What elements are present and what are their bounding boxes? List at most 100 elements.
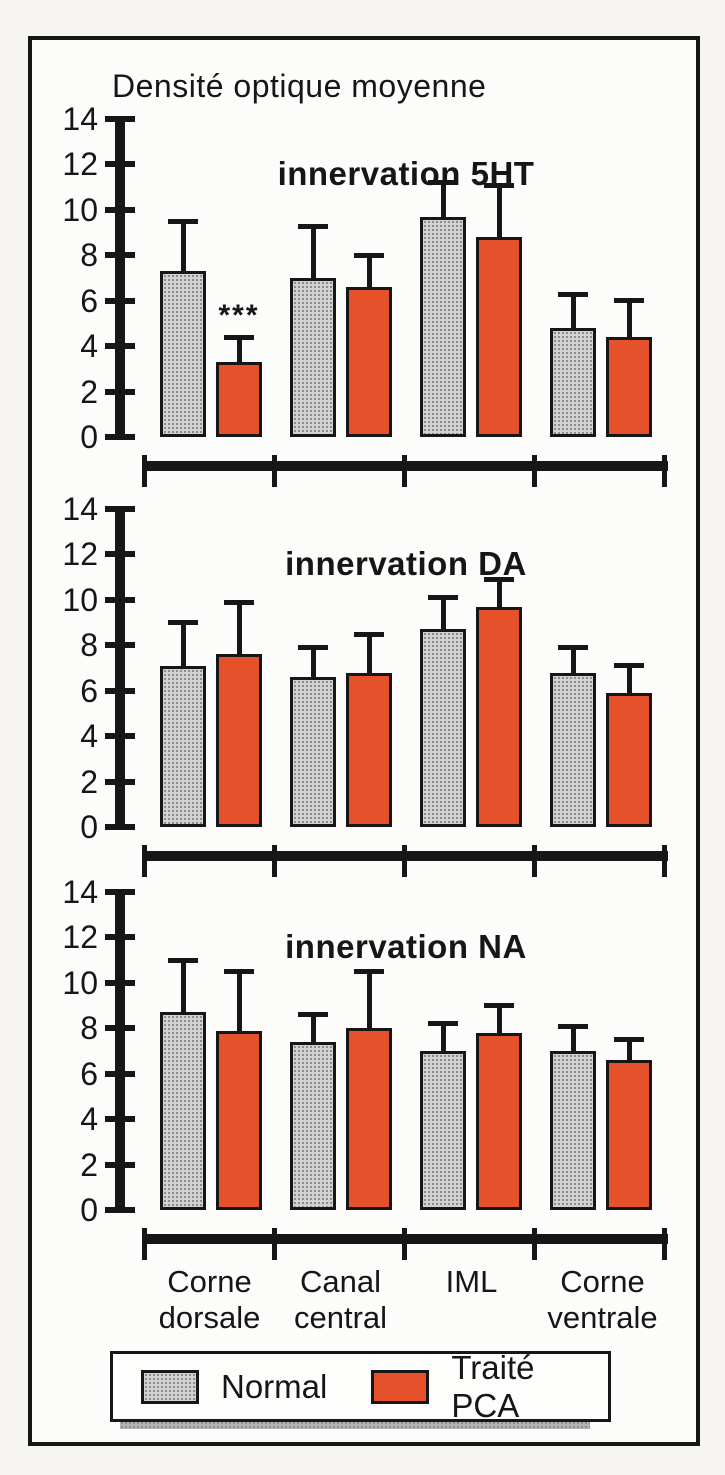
error-bar-stem-normal-corne-dorsale	[180, 218, 186, 273]
y-tick-label-2: 2	[80, 1146, 98, 1183]
x-category-label-line: dorsale	[158, 1299, 261, 1335]
error-bar-cap-trait-pca-iml	[484, 577, 514, 583]
error-bar-cap-normal-iml	[428, 1021, 458, 1027]
bar-normal-corne-ventrale	[550, 1051, 596, 1210]
y-tick-label-0: 0	[80, 809, 98, 845]
x-axis-tick-2	[402, 455, 407, 487]
y-tick-label-8: 8	[80, 1010, 98, 1047]
y-tick-label-6: 6	[80, 1055, 98, 1092]
error-bar-stem-trait-pca-corne-dorsale	[236, 334, 242, 364]
error-bar-cap-normal-iml	[428, 595, 458, 601]
bar-trait-pca-corne-dorsale	[216, 1030, 262, 1210]
y-tick-label-8: 8	[80, 627, 98, 664]
x-category-label-line: central	[293, 1299, 388, 1335]
chart-title-innervation-na: innervation NA	[285, 928, 527, 965]
error-bar-cap-trait-pca-canal-central	[354, 969, 384, 975]
y-tick-label-6: 6	[80, 282, 98, 319]
y-axis-line	[115, 116, 125, 440]
error-bar-stem-normal-canal-central	[310, 1012, 316, 1043]
y-tick-label-4: 4	[80, 1101, 98, 1138]
error-bar-stem-trait-pca-corne-ventrale	[626, 663, 632, 694]
error-bar-cap-normal-iml	[428, 180, 458, 186]
x-category-label-canal-central: Canal central	[275, 1264, 406, 1336]
y-axis-line	[115, 889, 125, 1213]
bar-trait-pca-corne-ventrale	[606, 1060, 652, 1210]
chart-innervation-da: innervation DA 0 2 4 6 8 10 12 14	[32, 491, 696, 877]
legend: Normal Traité PCA	[110, 1348, 611, 1424]
bar-trait-pca-corne-dorsale	[216, 654, 262, 827]
error-bar-cap-trait-pca-iml	[484, 182, 514, 188]
legend-label-traite-pca: Traité PCA	[451, 1348, 535, 1424]
x-axis-tick-2	[402, 845, 407, 877]
x-axis-tick-0	[142, 455, 147, 487]
x-category-label-line: Corne	[167, 1264, 252, 1299]
y-axis-line	[115, 506, 125, 830]
bar-trait-pca-iml	[476, 1032, 522, 1210]
bar-normal-iml	[420, 1051, 466, 1210]
bar-trait-pca-canal-central	[346, 287, 392, 437]
y-tick-label-0: 0	[80, 419, 98, 455]
chart-innervation-5ht: innervation 5HT 0 2 4 6 8 10 12 14 ***	[32, 101, 696, 487]
bar-normal-corne-dorsale	[160, 271, 206, 437]
error-bar-stem-normal-corne-ventrale	[570, 291, 576, 329]
error-bar-cap-normal-canal-central	[298, 223, 328, 229]
error-bar-stem-normal-corne-dorsale	[180, 620, 186, 667]
bar-normal-corne-ventrale	[550, 327, 596, 437]
y-tick-label-14: 14	[62, 101, 98, 137]
y-tick-label-14: 14	[62, 491, 98, 527]
error-bar-stem-trait-pca-corne-ventrale	[626, 1037, 632, 1062]
error-bar-cap-trait-pca-corne-dorsale	[224, 334, 254, 340]
y-tick-label-10: 10	[62, 191, 98, 228]
x-category-label-corne-dorsale: Corne dorsale	[144, 1264, 275, 1336]
bar-normal-iml	[420, 216, 466, 437]
x-axis-tick-1	[272, 1228, 277, 1260]
plot-area: ***	[146, 119, 666, 437]
error-bar-cap-normal-corne-dorsale	[168, 957, 198, 963]
error-bar-cap-normal-canal-central	[298, 1012, 328, 1018]
x-axis-tick-1	[272, 845, 277, 877]
error-bar-cap-normal-corne-ventrale	[558, 1023, 588, 1029]
significance-stars: ***	[218, 298, 260, 332]
bar-trait-pca-corne-ventrale	[606, 693, 652, 827]
x-category-label-line: Corne	[560, 1264, 645, 1299]
error-bar-cap-normal-corne-dorsale	[168, 620, 198, 626]
bar-normal-iml	[420, 629, 466, 827]
plot-area	[146, 892, 666, 1210]
bar-trait-pca-corne-dorsale	[216, 362, 262, 437]
legend-swatch-normal	[141, 1369, 199, 1404]
x-axis-tick-0	[142, 1228, 147, 1260]
error-bar-stem-normal-canal-central	[310, 223, 316, 279]
error-bar-stem-trait-pca-iml	[496, 577, 502, 608]
error-bar-cap-normal-corne-ventrale	[558, 291, 588, 297]
error-bar-stem-trait-pca-canal-central	[366, 969, 372, 1030]
bar-normal-corne-dorsale	[160, 1012, 206, 1210]
error-bar-stem-normal-corne-ventrale	[570, 1023, 576, 1052]
x-category-label-line: ventrale	[547, 1299, 658, 1335]
error-bar-cap-trait-pca-canal-central	[354, 631, 384, 637]
bar-trait-pca-iml	[476, 237, 522, 437]
error-bar-stem-trait-pca-corne-dorsale	[236, 599, 242, 656]
legend-swatch-traite-pca	[371, 1369, 430, 1404]
bar-trait-pca-canal-central	[346, 1028, 392, 1210]
bar-normal-canal-central	[290, 677, 336, 827]
plot-area	[146, 509, 666, 827]
x-axis-tick-4	[662, 845, 667, 877]
error-bar-cap-trait-pca-canal-central	[354, 253, 384, 259]
figure-title: Densité optique moyenne	[112, 68, 487, 104]
y-tick-label-12: 12	[62, 536, 98, 573]
error-bar-stem-normal-corne-dorsale	[180, 957, 186, 1014]
figure-frame: Densité optique moyenne innervation 5HT 0…	[28, 36, 700, 1446]
x-category-label-line: Canal	[300, 1264, 381, 1299]
y-tick-label-4: 4	[80, 718, 98, 755]
error-bar-cap-trait-pca-corne-ventrale	[614, 663, 644, 669]
error-bar-cap-trait-pca-corne-dorsale	[224, 969, 254, 975]
x-axis-tick-3	[532, 845, 537, 877]
error-bar-stem-trait-pca-iml	[496, 182, 502, 239]
error-bar-stem-trait-pca-canal-central	[366, 631, 372, 674]
error-bar-stem-normal-iml	[440, 180, 446, 218]
y-tick-label-10: 10	[62, 581, 98, 618]
y-tick-label-6: 6	[80, 672, 98, 709]
y-tick-label-2: 2	[80, 763, 98, 800]
error-bar-cap-normal-corne-ventrale	[558, 645, 588, 651]
